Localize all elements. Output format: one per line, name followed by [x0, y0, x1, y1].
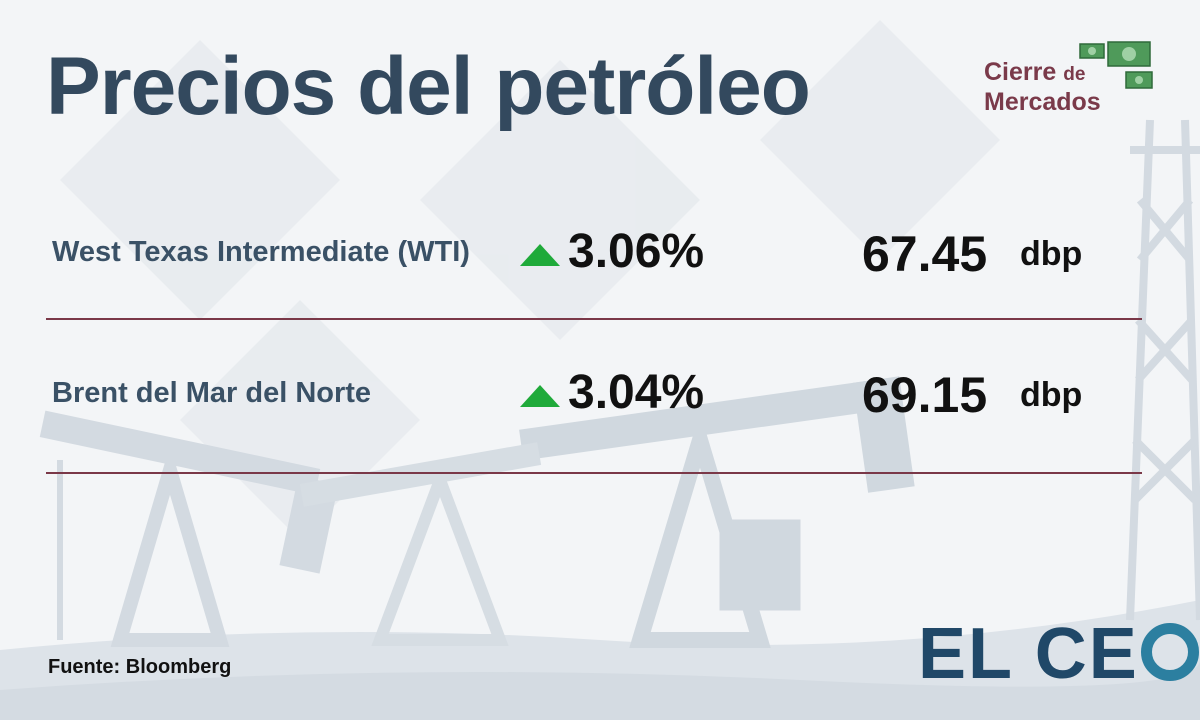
logo-text-el: EL — [918, 614, 1013, 694]
commodity-name: West Texas Intermediate (WTI) — [52, 236, 470, 268]
badge-line1-small: de — [1063, 64, 1086, 85]
price-unit: dbp — [1020, 376, 1083, 414]
logo-text-ce: CE — [1034, 614, 1139, 694]
price-row-wti: West Texas Intermediate (WTI) 3.06% 67.4… — [0, 212, 1200, 292]
logo-o-ring-icon — [1140, 623, 1199, 681]
page-title: Precios del petróleo — [46, 41, 811, 132]
change-percent: 3.04% — [568, 366, 705, 419]
change-percent: 3.06% — [568, 225, 705, 278]
triangle-up-icon — [520, 244, 560, 266]
price-value: 67.45 — [862, 226, 988, 282]
badge-line1: Cierre — [984, 58, 1057, 86]
row-divider — [46, 472, 1142, 474]
price-value: 69.15 — [862, 367, 988, 423]
row-divider — [46, 318, 1142, 320]
money-bills-icon — [1079, 41, 1153, 89]
commodity-name: Brent del Mar del Norte — [52, 377, 372, 409]
el-ceo-logo: EL CE — [918, 618, 1199, 690]
cierre-de-mercados-badge: Cierre de Mercados — [984, 58, 1154, 122]
price-row-brent: Brent del Mar del Norte 3.04% 69.15 dbp — [0, 353, 1200, 433]
source-note: Fuente: Bloomberg — [48, 656, 232, 678]
badge-line2: Mercados — [984, 88, 1101, 116]
price-unit: dbp — [1020, 235, 1083, 273]
triangle-up-icon — [520, 385, 560, 407]
